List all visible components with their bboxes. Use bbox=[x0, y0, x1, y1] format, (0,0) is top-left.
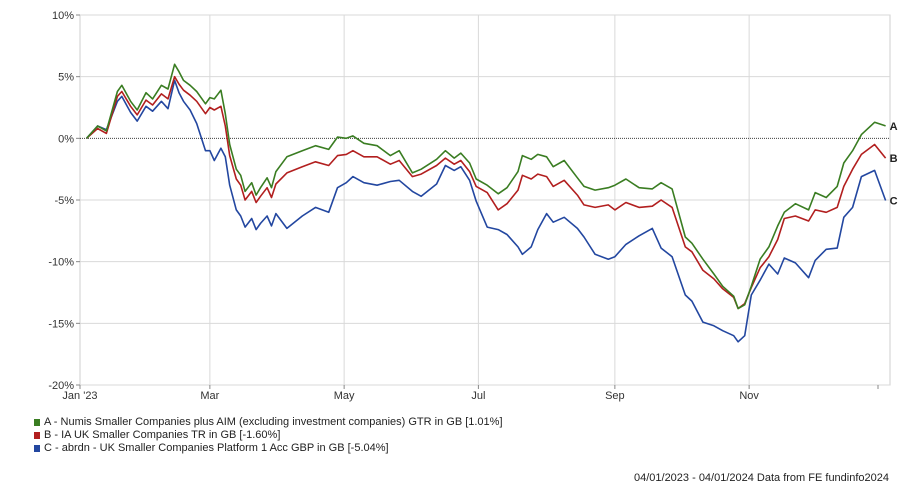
legend-label-a: A - Numis Smaller Companies plus AIM (ex… bbox=[44, 416, 503, 428]
x-tick-label: Jan '23 bbox=[62, 390, 97, 402]
legend: A - Numis Smaller Companies plus AIM (ex… bbox=[34, 416, 503, 455]
y-axis: 10% 5% 0% -5% -10% -15% -20% bbox=[48, 10, 80, 392]
legend-label-b: B - IA UK Smaller Companies TR in GB [-1… bbox=[44, 429, 281, 441]
x-tick-label: Sep bbox=[605, 390, 625, 402]
x-axis: Jan '23 Mar May Jul Sep Nov bbox=[62, 385, 879, 402]
x-tick-label: Jul bbox=[471, 390, 485, 402]
end-labels: A B C bbox=[890, 121, 898, 208]
legend-item-a: A - Numis Smaller Companies plus AIM (ex… bbox=[34, 416, 503, 429]
series-line-a bbox=[86, 63, 886, 310]
legend-swatch-a bbox=[34, 419, 40, 426]
legend-swatch-b bbox=[34, 432, 40, 439]
x-tick-label: Mar bbox=[200, 390, 219, 402]
y-tick-label: -15% bbox=[48, 318, 74, 330]
end-label-c: C bbox=[890, 195, 898, 207]
legend-label-c: C - abrdn - UK Smaller Companies Platfor… bbox=[44, 442, 389, 454]
legend-item-c: C - abrdn - UK Smaller Companies Platfor… bbox=[34, 442, 503, 455]
y-tick-label: -10% bbox=[48, 257, 74, 269]
x-tick-label: Nov bbox=[739, 390, 759, 402]
y-tick-label: 0% bbox=[58, 133, 74, 145]
end-label-a: A bbox=[890, 121, 898, 133]
x-tick-label: May bbox=[334, 390, 355, 402]
legend-item-b: B - IA UK Smaller Companies TR in GB [-1… bbox=[34, 429, 503, 442]
y-tick-label: 5% bbox=[58, 72, 74, 84]
end-label-b: B bbox=[890, 153, 898, 165]
series-group bbox=[86, 63, 887, 343]
y-tick-label: -20% bbox=[48, 380, 74, 392]
footer-date-source: 04/01/2023 - 04/01/2024 Data from FE fun… bbox=[633, 472, 889, 484]
series-line-c bbox=[86, 79, 887, 343]
y-tick-label: 10% bbox=[52, 10, 74, 22]
grid bbox=[80, 14, 890, 386]
y-tick-label: -5% bbox=[54, 195, 74, 207]
legend-swatch-c bbox=[34, 445, 40, 452]
line-chart: 10% 5% 0% -5% -10% -15% -20% Jan '23 Mar May Jul S… bbox=[48, 10, 898, 402]
